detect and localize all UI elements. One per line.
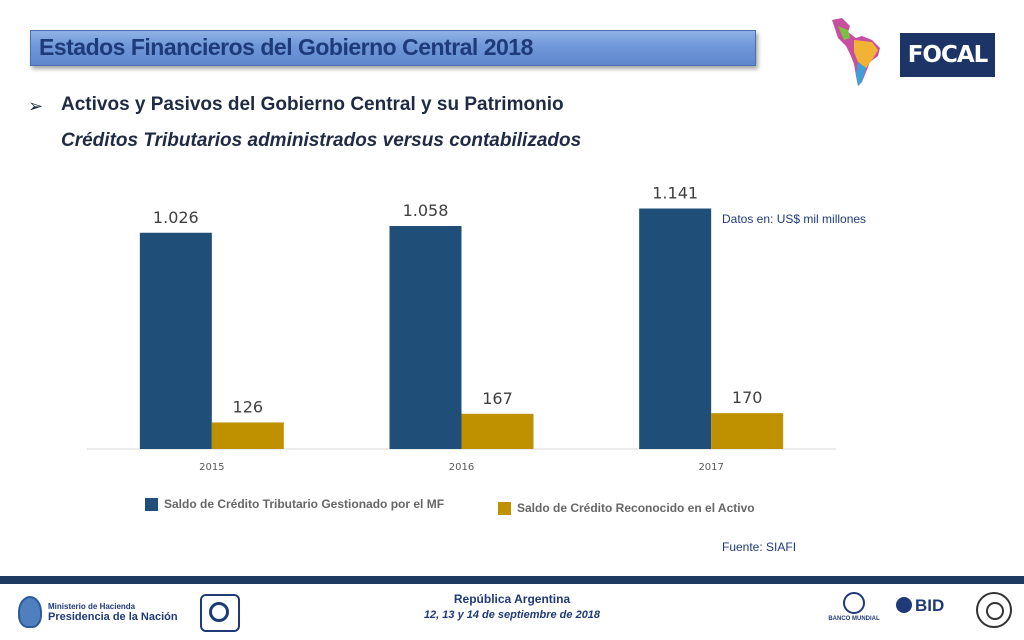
- ministry-line1: Ministerio de Hacienda: [48, 601, 136, 611]
- units-note: Datos en: US$ mil millones: [722, 212, 867, 226]
- institution-seal-icon: [200, 594, 240, 632]
- bar-2016-series-2: [461, 413, 534, 449]
- legend-swatch-recognized: [498, 501, 511, 515]
- imf-seal-icon: [976, 592, 1012, 628]
- argentina-crest-icon: [18, 596, 42, 628]
- footer-divider: [0, 576, 1024, 584]
- footer-country: República Argentina: [453, 592, 571, 606]
- data-label-2016-series-1: 1.058: [403, 201, 449, 220]
- data-label-2017-series-2: 170: [732, 388, 763, 407]
- data-label-2017-series-1: 1.141: [652, 184, 698, 203]
- bar-2016-series-1: [389, 226, 462, 449]
- bid-logo: BID: [896, 596, 944, 616]
- page-title: Estados Financieros del Gobierno Central…: [39, 34, 533, 60]
- chart-subtitle: Créditos Tributarios administrados versu…: [61, 130, 582, 151]
- world-bank-label: BANCO MUNDIAL: [828, 616, 880, 622]
- data-label-2015-series-2: 126: [233, 397, 264, 416]
- legend-item-recognized: Saldo de Crédito Reconocido en el Activo: [498, 501, 755, 515]
- data-label-2016-series-2: 167: [482, 389, 513, 408]
- bar-2017-series-2: [711, 413, 784, 449]
- ministry-logo: Ministerio de Hacienda Presidencia de la…: [18, 596, 178, 628]
- world-bank-logo: BANCO MUNDIAL: [824, 592, 884, 622]
- latin-america-map-logo: [832, 18, 880, 86]
- bar-2017-series-1: [639, 208, 712, 449]
- x-tick-label-2015: 2015: [199, 462, 224, 473]
- legend-swatch-managed: [145, 497, 158, 511]
- footer: Ministerio de Hacienda Presidencia de la…: [0, 584, 1024, 640]
- data-label-2015-series-1: 1.026: [153, 208, 199, 227]
- bar-2015-series-2: [211, 422, 284, 449]
- x-tick-label-2016: 2016: [449, 462, 474, 473]
- focal-logo-text: FOCAL: [907, 42, 989, 68]
- focal-logo: FOCAL: [900, 33, 995, 77]
- bid-label: BID: [915, 596, 945, 615]
- legend-label-managed: Saldo de Crédito Tributario Gestionado p…: [164, 497, 445, 511]
- arrow-bullet-icon: ➢: [28, 96, 44, 116]
- footer-dates: 12, 13 y 14 de septiembre de 2018: [423, 609, 601, 621]
- bid-mark-icon: [896, 597, 912, 613]
- legend-label-recognized: Saldo de Crédito Reconocido en el Activo: [517, 501, 755, 515]
- ministry-line2: Presidencia de la Nación: [48, 610, 178, 623]
- bar-2015-series-1: [139, 232, 212, 449]
- title-bar: Estados Financieros del Gobierno Central…: [30, 30, 756, 66]
- legend-item-managed: Saldo de Crédito Tributario Gestionado p…: [145, 497, 444, 511]
- x-tick-label-2017: 2017: [698, 462, 723, 473]
- section-subtitle: Activos y Pasivos del Gobierno Central y…: [61, 94, 564, 115]
- world-bank-globe-icon: [843, 592, 865, 614]
- source-note: Fuente: SIAFI: [722, 540, 797, 554]
